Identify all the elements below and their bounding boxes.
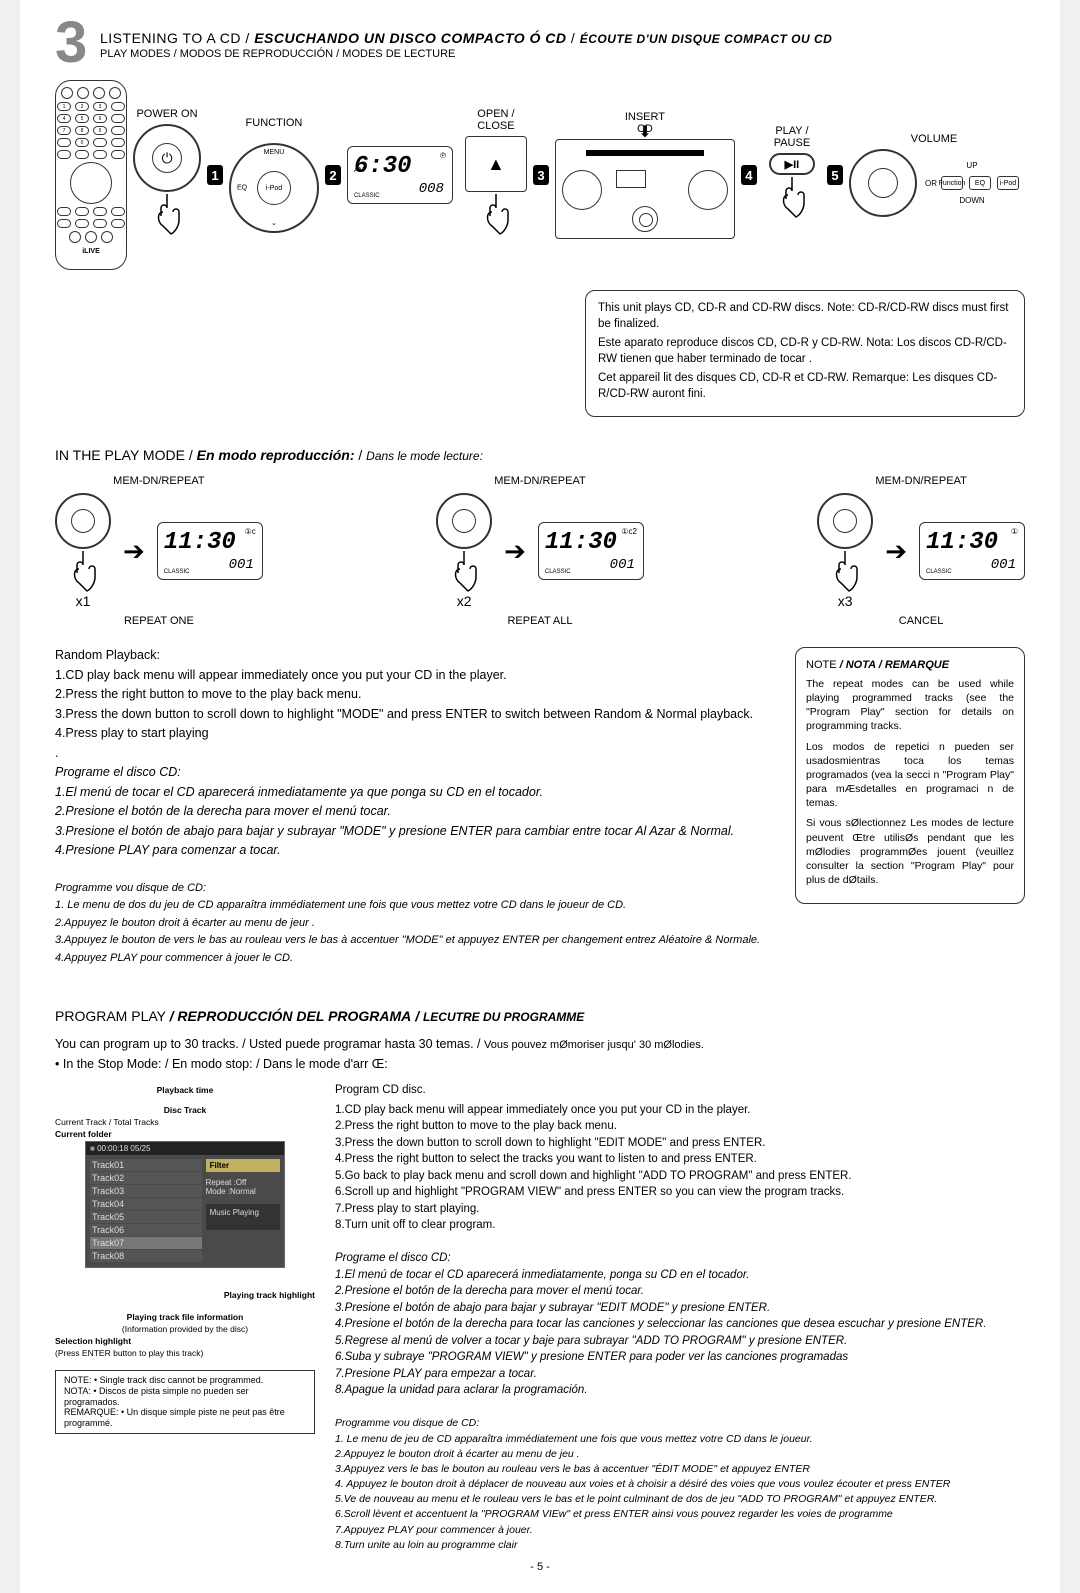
- step-1: 1: [207, 165, 223, 185]
- step-4: 4: [741, 165, 757, 185]
- sub-fr: MODES DE LECTURE: [342, 48, 455, 60]
- sub-es: MODOS DE REPRODUCCIÓN: [180, 48, 333, 60]
- step-5: 5: [827, 165, 843, 185]
- program-play-body: Playback time Disc Track Current Track /…: [55, 1083, 1025, 1553]
- stereo-unit: ⬇: [555, 139, 735, 239]
- note-box: NOTE / NOTA / REMARQUE The repeat modes …: [795, 647, 1025, 904]
- title-en: LISTENING TO A CD: [100, 30, 241, 46]
- program-instructions: Program CD disc. 1.CD play back menu wil…: [335, 1083, 1025, 1553]
- steps-row: 123 456 789 0 iLIVE POWER ON ⏻ 1: [55, 80, 1025, 270]
- program-play-heading: PROGRAM PLAY / REPRODUCCIÓN DEL PROGRAMA…: [55, 1008, 1025, 1024]
- sub-en: PLAY MODES: [100, 48, 171, 60]
- power-dial: ⏻: [133, 124, 201, 192]
- title-fr: ÉCOUTE D'UN DISQUE COMPACT OU CD: [580, 32, 833, 46]
- label-power-on: POWER ON: [136, 108, 197, 120]
- header: LISTENING TO A CD / ESCUCHANDO UN DISCO …: [100, 30, 1025, 60]
- cd-info-box: This unit plays CD, CD-R and CD-RW discs…: [585, 290, 1025, 417]
- tray-button: ▲: [465, 136, 527, 192]
- volume-dial: [849, 149, 917, 217]
- label-volume: VOLUME: [911, 133, 957, 145]
- repeat-row: MEM-DN/REPEAT x1 ➔ 11:30 ①c 001 CLASSIC …: [55, 475, 1025, 627]
- label-play-pause: PLAY / PAUSE: [763, 125, 821, 149]
- osd-screen: ■ 00:00:18 05/25 Track01 Track02 Track03…: [85, 1141, 285, 1268]
- step-3: 3: [533, 165, 549, 185]
- program-footnote: NOTE: • Single track disc cannot be prog…: [55, 1370, 315, 1434]
- play-mode-heading: IN THE PLAY MODE / En modo reproducción:…: [55, 447, 1025, 463]
- page-number: - 5 -: [55, 1561, 1025, 1573]
- label-open-close: OPEN / CLOSE: [465, 108, 527, 132]
- remote-logo: iLIVE: [82, 248, 100, 255]
- click-wheel: i-Pod MENU EQ ⌄: [229, 143, 319, 233]
- label-function: FUNCTION: [246, 117, 303, 129]
- title-es: ESCUCHANDO UN DISCO COMPACTO Ó CD: [254, 30, 566, 46]
- section-number: 3: [55, 20, 87, 66]
- play-pause-button: ▶II: [769, 153, 815, 175]
- step-2: 2: [325, 165, 341, 185]
- lcd-display: AM 6:30 ℗ 008 CLASSIC: [347, 146, 453, 204]
- remote-control: 123 456 789 0 iLIVE: [55, 80, 127, 270]
- hand-icon: [142, 192, 192, 242]
